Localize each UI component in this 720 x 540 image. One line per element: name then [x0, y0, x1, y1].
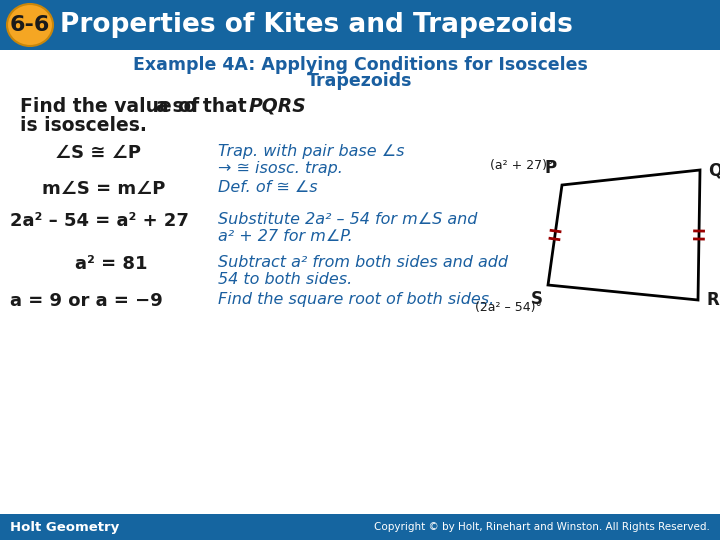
Text: a: a — [155, 97, 168, 116]
Text: Copyright © by Holt, Rinehart and Winston. All Rights Reserved.: Copyright © by Holt, Rinehart and Winsto… — [374, 522, 710, 532]
Text: P: P — [545, 159, 557, 177]
Text: Find the value of: Find the value of — [20, 97, 206, 116]
Text: PQRS: PQRS — [249, 97, 307, 116]
Text: Properties of Kites and Trapezoids: Properties of Kites and Trapezoids — [60, 12, 573, 38]
Text: ∠S ≅ ∠P: ∠S ≅ ∠P — [55, 144, 141, 162]
Bar — [0, 50, 720, 514]
Text: Subtract a² from both sides and add: Subtract a² from both sides and add — [218, 255, 508, 270]
Text: S: S — [531, 290, 543, 308]
Text: (2a² – 54)°: (2a² – 54)° — [475, 301, 542, 314]
Bar — [0, 0, 720, 50]
Text: Def. of ≅ ∠s: Def. of ≅ ∠s — [218, 180, 318, 195]
Text: 2a² – 54 = a² + 27: 2a² – 54 = a² + 27 — [10, 212, 189, 230]
Text: m∠S = m∠P: m∠S = m∠P — [42, 180, 166, 198]
Text: Holt Geometry: Holt Geometry — [10, 521, 120, 534]
Text: Example 4A: Applying Conditions for Isosceles: Example 4A: Applying Conditions for Isos… — [132, 56, 588, 74]
Text: (a² + 27)°: (a² + 27)° — [490, 159, 554, 172]
Text: Substitute 2a² – 54 for m∠S and: Substitute 2a² – 54 for m∠S and — [218, 212, 477, 227]
Text: R: R — [706, 291, 719, 309]
Text: → ≅ isosc. trap.: → ≅ isosc. trap. — [218, 161, 343, 176]
Text: a = 9 or a = −9: a = 9 or a = −9 — [10, 292, 163, 310]
Ellipse shape — [7, 4, 53, 46]
Text: Find the square root of both sides.: Find the square root of both sides. — [218, 292, 494, 307]
Text: Trapezoids: Trapezoids — [307, 72, 413, 90]
Text: a² + 27 for m∠P.: a² + 27 for m∠P. — [218, 229, 353, 244]
Text: 6-6: 6-6 — [10, 15, 50, 35]
Text: a² = 81: a² = 81 — [75, 255, 148, 273]
Bar — [0, 514, 720, 540]
Text: is isosceles.: is isosceles. — [20, 116, 147, 135]
Text: Q: Q — [708, 161, 720, 179]
Text: 54 to both sides.: 54 to both sides. — [218, 272, 352, 287]
Text: so that: so that — [166, 97, 253, 116]
Text: Trap. with pair base ∠s: Trap. with pair base ∠s — [218, 144, 405, 159]
